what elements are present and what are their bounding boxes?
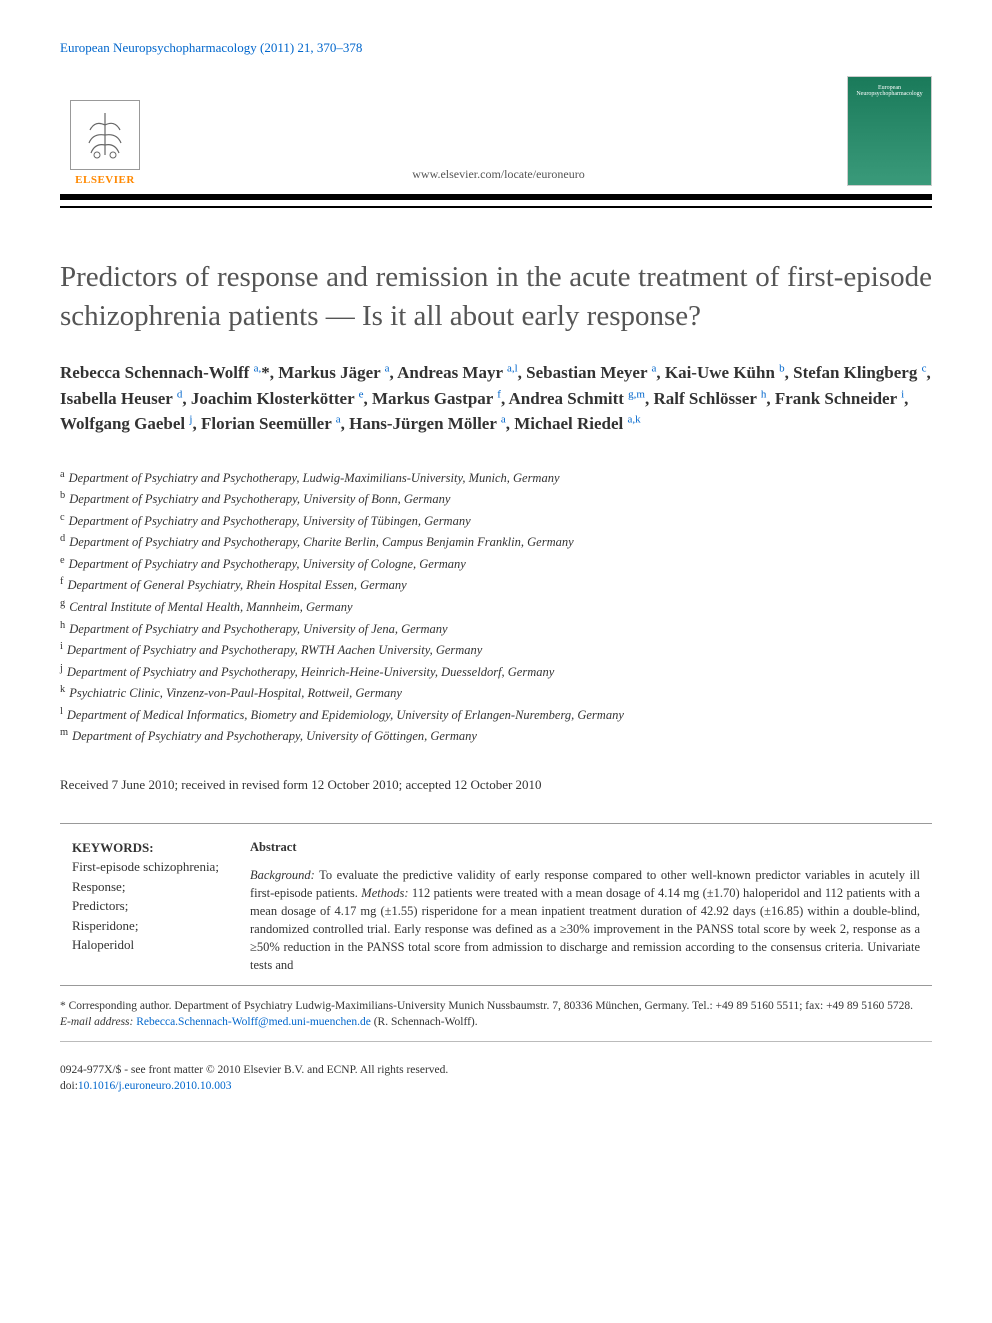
email-label: E-mail address: (60, 1016, 136, 1028)
keyword-item: Response; (72, 877, 220, 897)
copyright-line: 0924-977X/$ - see front matter © 2010 El… (60, 1062, 932, 1078)
keywords-box: KEYWORDS: First-episode schizophrenia;Re… (60, 838, 220, 975)
affiliation-item: kPsychiatric Clinic, Vinzenz-von-Paul-Ho… (60, 682, 932, 704)
abstract-box: Abstract Background: To evaluate the pre… (250, 838, 932, 975)
email-line: E-mail address: Rebecca.Schennach-Wolff@… (60, 1014, 932, 1031)
doi-label: doi: (60, 1080, 78, 1092)
footer: 0924-977X/$ - see front matter © 2010 El… (60, 1062, 932, 1094)
keyword-item: Predictors; (72, 896, 220, 916)
journal-citation: European Neuropsychopharmacology (2011) … (60, 40, 932, 56)
doi-link[interactable]: 10.1016/j.euroneuro.2010.10.003 (78, 1080, 232, 1092)
publisher-logo[interactable]: ELSEVIER (60, 100, 150, 186)
footnotes: * Corresponding author. Department of Ps… (60, 998, 932, 1031)
article-title: Predictors of response and remission in … (60, 258, 932, 336)
affiliation-item: bDepartment of Psychiatry and Psychother… (60, 488, 932, 510)
header-bar: ELSEVIER www.elsevier.com/locate/euroneu… (60, 76, 932, 200)
article-dates: Received 7 June 2010; received in revise… (60, 777, 932, 793)
keyword-item: First-episode schizophrenia; (72, 857, 220, 877)
affiliation-item: hDepartment of Psychiatry and Psychother… (60, 618, 932, 640)
keywords-title: KEYWORDS: (72, 838, 220, 858)
abstract-title: Abstract (250, 838, 920, 856)
affiliation-item: cDepartment of Psychiatry and Psychother… (60, 510, 932, 532)
affiliation-item: jDepartment of Psychiatry and Psychother… (60, 661, 932, 683)
elsevier-tree-icon (70, 100, 140, 170)
abstract-keywords-row: KEYWORDS: First-episode schizophrenia;Re… (60, 823, 932, 986)
authors-list: Rebecca Schennach-Wolff a,*, Markus Jäge… (60, 360, 932, 437)
affiliation-item: dDepartment of Psychiatry and Psychother… (60, 531, 932, 553)
affiliation-item: fDepartment of General Psychiatry, Rhein… (60, 574, 932, 596)
affiliation-item: gCentral Institute of Mental Health, Man… (60, 596, 932, 618)
affiliation-item: mDepartment of Psychiatry and Psychother… (60, 725, 932, 747)
journal-cover-thumbnail[interactable]: European Neuropsychopharmacology (847, 76, 932, 186)
keywords-items: First-episode schizophrenia;Response;Pre… (72, 857, 220, 955)
header-rule (60, 206, 932, 208)
affiliation-item: lDepartment of Medical Informatics, Biom… (60, 704, 932, 726)
abstract-body: Background: To evaluate the predictive v… (250, 868, 920, 973)
publisher-name: ELSEVIER (75, 174, 135, 186)
corresponding-author: * Corresponding author. Department of Ps… (60, 998, 932, 1015)
affiliation-item: iDepartment of Psychiatry and Psychother… (60, 639, 932, 661)
affiliation-item: eDepartment of Psychiatry and Psychother… (60, 553, 932, 575)
corresponding-email[interactable]: Rebecca.Schennach-Wolff@med.uni-muenchen… (136, 1016, 371, 1028)
footer-rule (60, 1041, 932, 1042)
doi-line: doi:10.1016/j.euroneuro.2010.10.003 (60, 1078, 932, 1094)
keyword-item: Haloperidol (72, 935, 220, 955)
affiliations-list: aDepartment of Psychiatry and Psychother… (60, 467, 932, 747)
journal-url[interactable]: www.elsevier.com/locate/euroneuro (150, 167, 847, 186)
affiliation-item: aDepartment of Psychiatry and Psychother… (60, 467, 932, 489)
keyword-item: Risperidone; (72, 916, 220, 936)
email-suffix: (R. Schennach-Wolff). (374, 1016, 478, 1028)
